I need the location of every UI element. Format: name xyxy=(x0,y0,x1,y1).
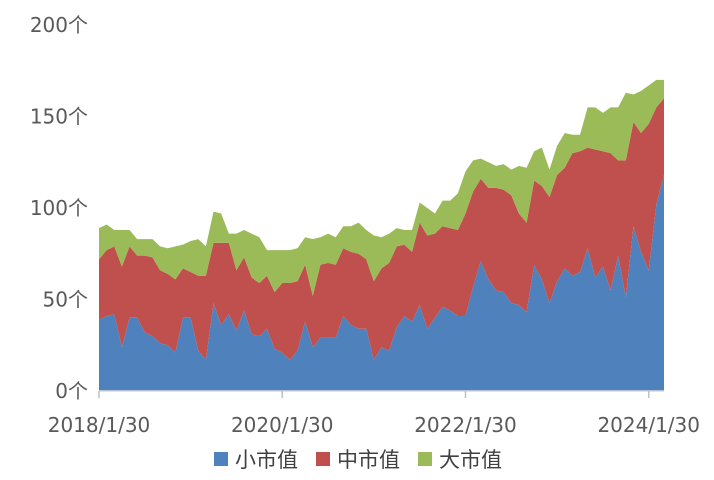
y-tick-label: 150个 xyxy=(30,105,88,129)
legend-label: 中市值 xyxy=(337,448,400,472)
legend: 小市值 中市值 大市值 xyxy=(214,448,502,472)
x-tick-label: 2018/1/30 xyxy=(48,413,151,437)
y-tick-label: 50个 xyxy=(43,288,88,312)
y-tick-label: 0个 xyxy=(55,379,88,403)
legend-label: 小市值 xyxy=(235,448,298,472)
legend-label: 大市值 xyxy=(439,448,502,472)
y-tick-label: 100个 xyxy=(30,196,88,220)
y-tick-label: 200个 xyxy=(30,13,88,37)
y-axis: 0个 50个 100个 150个 200个 xyxy=(30,13,88,403)
plot-area xyxy=(99,79,664,391)
x-tick-label: 2020/1/30 xyxy=(231,413,334,437)
x-tick-label: 2024/1/30 xyxy=(597,413,700,437)
x-axis: 2018/1/30 2020/1/30 2022/1/30 2024/1/30 xyxy=(48,391,700,437)
area-series-3 xyxy=(99,79,664,296)
area-series-1 xyxy=(99,175,664,391)
x-tick-label: 2022/1/30 xyxy=(414,413,517,437)
legend-swatch xyxy=(214,452,228,466)
area-series-2 xyxy=(99,98,664,360)
legend-swatch xyxy=(316,452,330,466)
legend-swatch xyxy=(418,452,432,466)
